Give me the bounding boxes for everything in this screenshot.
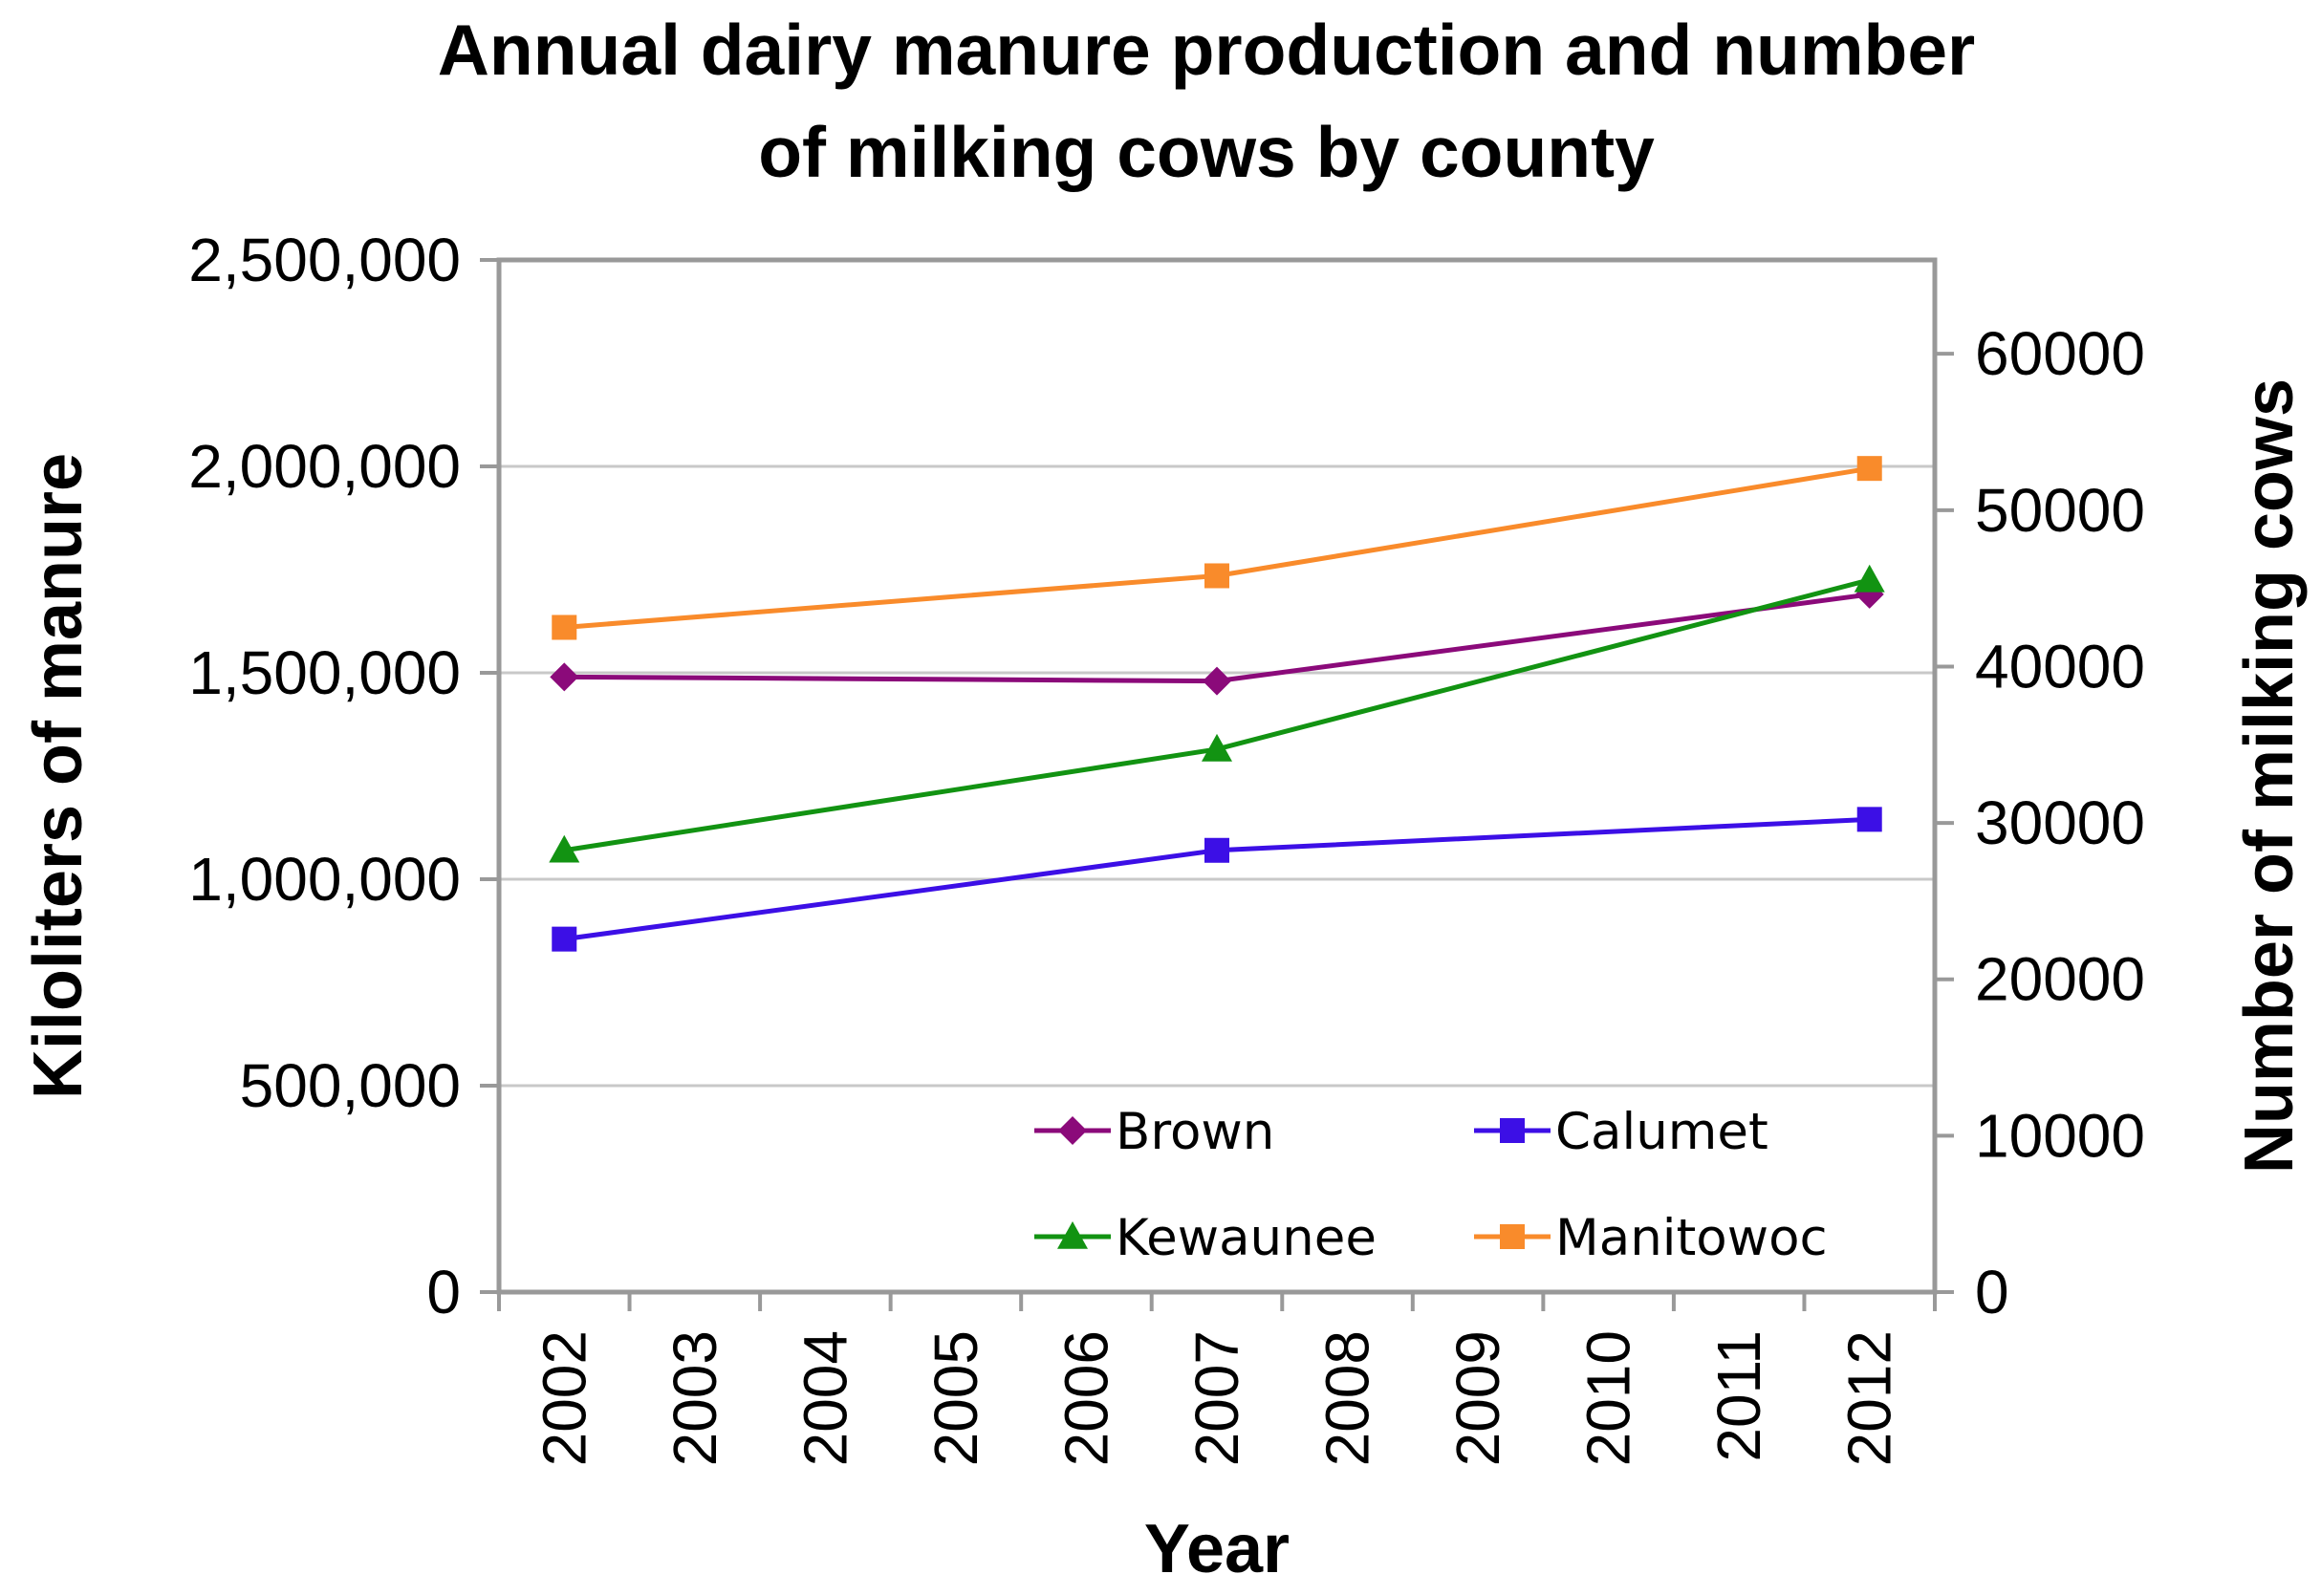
y-axis-ticks: 0 500,000 1,000,000 1,500,000 2,000,000 2,500…	[188, 226, 499, 1326]
legend-item-kewaunee: Kewaunee	[1034, 1209, 1377, 1267]
series-brown	[550, 579, 1884, 696]
legend: Brown Calumet Kewaunee Manitowoc	[1034, 1103, 1828, 1267]
y-tick-label: 1,000,000	[188, 845, 461, 914]
gridlines	[499, 464, 1935, 1088]
legend-swatch-marker	[1500, 1224, 1525, 1249]
data-point-manitowoc	[1204, 563, 1229, 589]
y2-tick-label: 40000	[1975, 632, 2145, 701]
legend-label: Kewaunee	[1116, 1209, 1377, 1267]
series-line-manitowoc	[564, 465, 1871, 630]
x-tick-label: 2004	[791, 1330, 859, 1466]
x-tick-label: 2005	[922, 1330, 990, 1466]
data-point-calumet	[1204, 837, 1229, 863]
x-tick-label: 2007	[1182, 1330, 1251, 1466]
x-axis-title: Year	[1144, 1511, 1290, 1587]
x-tick-label: 2008	[1313, 1330, 1382, 1466]
data-point-manitowoc	[1856, 456, 1882, 482]
legend-swatch-marker	[1058, 1116, 1087, 1145]
legend-label: Brown	[1116, 1103, 1274, 1161]
y2-tick-label: 30000	[1975, 788, 2145, 857]
legend-label: Calumet	[1555, 1103, 1768, 1161]
y-tick-label: 0	[426, 1258, 461, 1326]
data-point-manitowoc	[552, 615, 577, 640]
x-tick-label: 2006	[1052, 1330, 1120, 1466]
x-tick-label: 2002	[530, 1330, 598, 1466]
y-tick-label: 2,500,000	[188, 226, 461, 294]
x-tick-label: 2011	[1704, 1330, 1773, 1462]
data-point-kewaunee	[1202, 733, 1232, 762]
chart-title-line-2: of milking cows by county	[758, 112, 1655, 192]
data-point-brown	[1203, 666, 1231, 696]
legend-label: Manitowoc	[1555, 1209, 1828, 1267]
data-point-brown	[550, 662, 579, 692]
series-kewaunee	[549, 564, 1885, 863]
legend-item-manitowoc: Manitowoc	[1474, 1209, 1828, 1267]
series-layer	[549, 456, 1885, 952]
x-tick-label: 2009	[1443, 1330, 1512, 1466]
x-tick-label: 2012	[1835, 1330, 1904, 1466]
legend-swatch-marker	[1500, 1118, 1525, 1143]
y2-tick-label: 10000	[1975, 1101, 2145, 1170]
plot-area-border	[496, 257, 1938, 1295]
x-tick-label: 2003	[661, 1330, 729, 1466]
chart-title-line-1: Annual dairy manure production and numbe…	[438, 10, 1975, 90]
y-tick-label: 1,500,000	[188, 638, 461, 707]
legend-item-brown: Brown	[1034, 1103, 1274, 1161]
legend-swatch-marker	[1057, 1221, 1088, 1249]
y2-axis-ticks: 0 10000 20000 30000 40000 50000 60000	[1935, 319, 2145, 1326]
series-calumet	[552, 807, 1882, 952]
series-manitowoc	[552, 456, 1882, 640]
y2-tick-label: 50000	[1975, 476, 2145, 545]
y-tick-label: 500,000	[240, 1051, 461, 1120]
y-tick-label: 2,000,000	[188, 432, 461, 501]
data-point-kewaunee	[1854, 564, 1885, 593]
y2-axis-title: Number of milking cows	[2231, 378, 2308, 1174]
x-tick-label: 2010	[1574, 1330, 1643, 1466]
data-point-calumet	[552, 926, 577, 952]
y2-tick-label: 60000	[1975, 319, 2145, 388]
y-axis-title: Kiloliters of manure	[20, 453, 97, 1099]
x-axis-ticks: 2002 2003 2004 2005 2006 2007 2008 2009 2010 2011…	[497, 1292, 1937, 1466]
data-point-calumet	[1856, 807, 1882, 832]
legend-item-calumet: Calumet	[1474, 1103, 1768, 1161]
y2-tick-label: 20000	[1975, 945, 2145, 1014]
y2-tick-label: 0	[1975, 1258, 2009, 1326]
data-point-kewaunee	[549, 834, 580, 863]
